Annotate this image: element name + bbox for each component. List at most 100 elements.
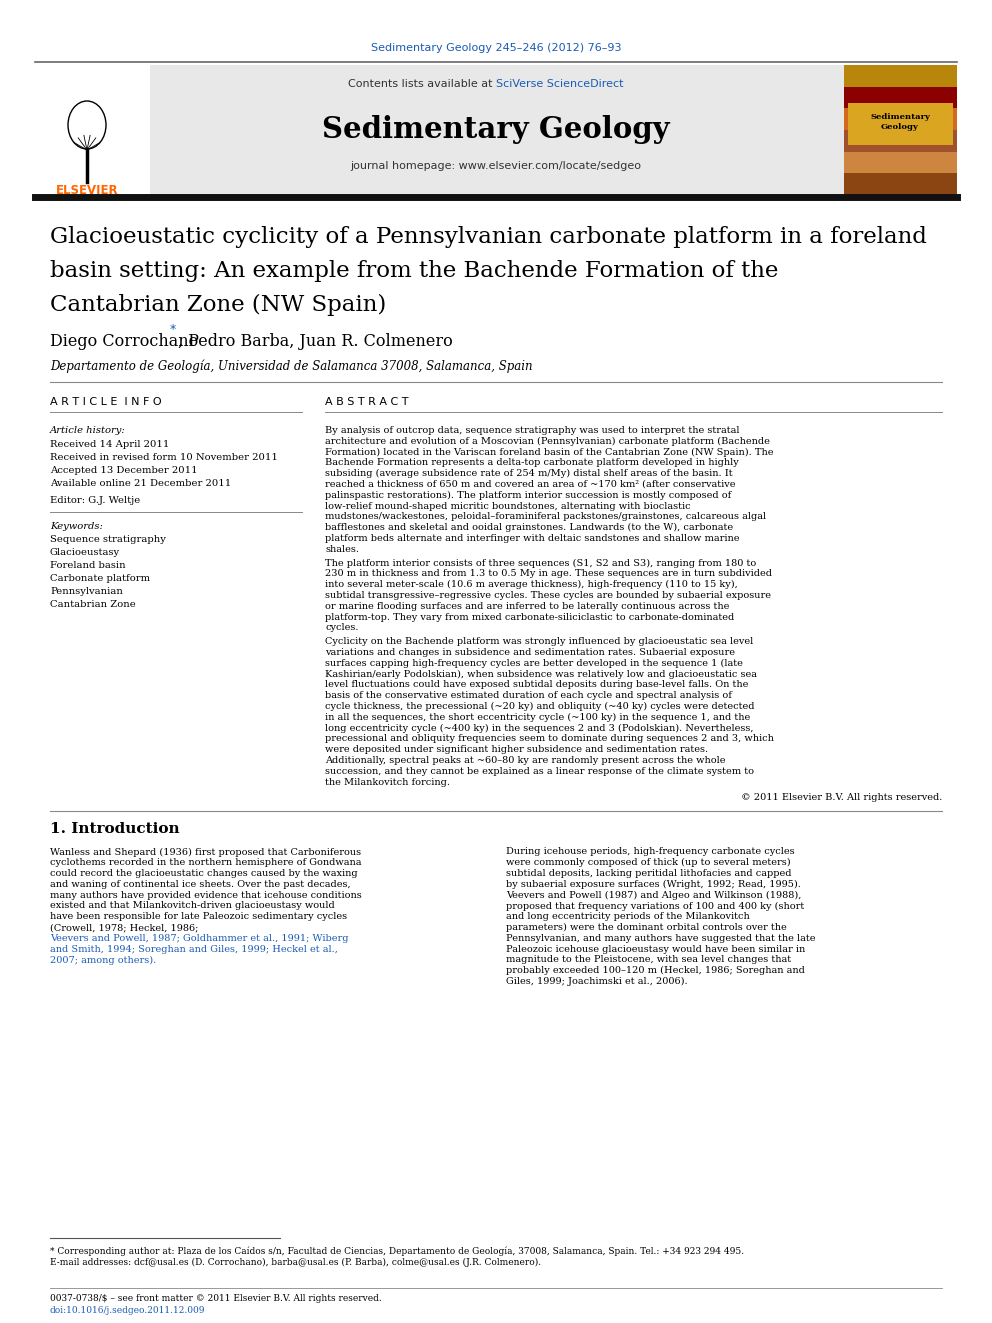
Text: into several meter-scale (10.6 m average thickness), high-frequency (110 to 15 k: into several meter-scale (10.6 m average… [325, 581, 738, 589]
Text: *: * [170, 323, 177, 336]
Text: and Smith, 1994; Soreghan and Giles, 1999; Heckel et al.,: and Smith, 1994; Soreghan and Giles, 199… [50, 945, 338, 954]
Text: Sedimentary
Geology: Sedimentary Geology [870, 114, 930, 131]
Text: Pennsylvanian: Pennsylvanian [50, 587, 123, 595]
Text: Cantabrian Zone (NW Spain): Cantabrian Zone (NW Spain) [50, 294, 386, 316]
Text: A R T I C L E  I N F O: A R T I C L E I N F O [50, 397, 162, 407]
Text: 2007; among others).: 2007; among others). [50, 955, 157, 964]
Text: Departamento de Geología, Universidad de Salamanca 37008, Salamanca, Spain: Departamento de Geología, Universidad de… [50, 360, 533, 373]
Text: Received in revised form 10 November 2011: Received in revised form 10 November 201… [50, 452, 278, 462]
Text: proposed that frequency variations of 100 and 400 ky (short: proposed that frequency variations of 10… [506, 901, 805, 910]
Text: architecture and evolution of a Moscovian (Pennsylvanian) carbonate platform (Ba: architecture and evolution of a Moscovia… [325, 437, 770, 446]
Text: Keywords:: Keywords: [50, 523, 103, 531]
FancyBboxPatch shape [844, 65, 957, 194]
Text: cycles.: cycles. [325, 623, 358, 632]
FancyBboxPatch shape [844, 108, 957, 130]
Text: Veevers and Powell (1987) and Algeo and Wilkinson (1988),: Veevers and Powell (1987) and Algeo and … [506, 890, 802, 900]
Text: (Crowell, 1978; Heckel, 1986;: (Crowell, 1978; Heckel, 1986; [50, 923, 198, 931]
Text: Kashirian/early Podolskian), when subsidence was relatively low and glacioeustat: Kashirian/early Podolskian), when subsid… [325, 669, 757, 679]
Text: in all the sequences, the short eccentricity cycle (~100 ky) in the sequence 1, : in all the sequences, the short eccentri… [325, 713, 750, 722]
Text: or marine flooding surfaces and are inferred to be laterally continuous across t: or marine flooding surfaces and are infe… [325, 602, 729, 611]
Text: Bachende Formation represents a delta-top carbonate platform developed in highly: Bachende Formation represents a delta-to… [325, 458, 739, 467]
FancyBboxPatch shape [848, 103, 953, 146]
Text: platform beds alternate and interfinger with deltaic sandstones and shallow mari: platform beds alternate and interfinger … [325, 534, 739, 542]
Text: palinspastic restorations). The platform interior succession is mostly composed : palinspastic restorations). The platform… [325, 491, 731, 500]
Text: cyclothems recorded in the northern hemisphere of Gondwana: cyclothems recorded in the northern hemi… [50, 859, 361, 867]
Text: Formation) located in the Variscan foreland basin of the Cantabrian Zone (NW Spa: Formation) located in the Variscan forel… [325, 447, 774, 456]
Text: Diego Corrochano: Diego Corrochano [50, 333, 203, 351]
Text: Editor: G.J. Weltje: Editor: G.J. Weltje [50, 496, 140, 505]
Text: basis of the conservative estimated duration of each cycle and spectral analysis: basis of the conservative estimated dura… [325, 691, 732, 700]
Text: low-relief mound-shaped micritic boundstones, alternating with bioclastic: low-relief mound-shaped micritic boundst… [325, 501, 690, 511]
Text: platform-top. They vary from mixed carbonate-siliciclastic to carbonate-dominate: platform-top. They vary from mixed carbo… [325, 613, 734, 622]
Text: 0037-0738/$ – see front matter © 2011 Elsevier B.V. All rights reserved.: 0037-0738/$ – see front matter © 2011 El… [50, 1294, 382, 1303]
Text: subtidal transgressive–regressive cycles. These cycles are bounded by subaerial : subtidal transgressive–regressive cycles… [325, 591, 771, 601]
Text: Cantabrian Zone: Cantabrian Zone [50, 601, 136, 609]
Text: journal homepage: www.elsevier.com/locate/sedgeo: journal homepage: www.elsevier.com/locat… [350, 161, 642, 171]
Text: Giles, 1999; Joachimski et al., 2006).: Giles, 1999; Joachimski et al., 2006). [506, 976, 687, 986]
Text: precessional and obliquity frequencies seem to dominate during sequences 2 and 3: precessional and obliquity frequencies s… [325, 734, 774, 744]
Text: Paleozoic icehouse glacioeustasy would have been similar in: Paleozoic icehouse glacioeustasy would h… [506, 945, 806, 954]
Text: level fluctuations could have exposed subtidal deposits during base-level falls.: level fluctuations could have exposed su… [325, 680, 748, 689]
Text: Foreland basin: Foreland basin [50, 561, 126, 570]
Text: parameters) were the dominant orbital controls over the: parameters) were the dominant orbital co… [506, 923, 787, 933]
FancyBboxPatch shape [844, 65, 957, 87]
Text: magnitude to the Pleistocene, with sea level changes that: magnitude to the Pleistocene, with sea l… [506, 955, 792, 964]
Text: succession, and they cannot be explained as a linear response of the climate sys: succession, and they cannot be explained… [325, 767, 754, 775]
Text: Additionally, spectral peaks at ~60–80 ky are randomly present across the whole: Additionally, spectral peaks at ~60–80 k… [325, 755, 725, 765]
Text: A B S T R A C T: A B S T R A C T [325, 397, 409, 407]
FancyBboxPatch shape [35, 65, 957, 194]
Text: ELSEVIER: ELSEVIER [56, 184, 118, 197]
Text: Article history:: Article history: [50, 426, 126, 435]
FancyBboxPatch shape [35, 65, 150, 194]
Text: subtidal deposits, lacking peritidal lithofacies and capped: subtidal deposits, lacking peritidal lit… [506, 869, 792, 878]
Text: bafflestones and skeletal and ooidal grainstones. Landwards (to the W), carbonat: bafflestones and skeletal and ooidal gra… [325, 523, 733, 532]
Text: shales.: shales. [325, 545, 359, 554]
Text: mudstones/wackestones, peloidal–foraminiferal packstones/grainstones, calcareous: mudstones/wackestones, peloidal–foramini… [325, 512, 766, 521]
Text: Sedimentary Geology: Sedimentary Geology [322, 115, 670, 144]
Text: basin setting: An example from the Bachende Formation of the: basin setting: An example from the Bache… [50, 261, 779, 282]
Text: the Milankovitch forcing.: the Milankovitch forcing. [325, 778, 450, 787]
Text: surfaces capping high-frequency cycles are better developed in the sequence 1 (l: surfaces capping high-frequency cycles a… [325, 659, 743, 668]
Text: could record the glacioeustatic changes caused by the waxing: could record the glacioeustatic changes … [50, 869, 358, 878]
Text: cycle thickness, the precessional (~20 ky) and obliquity (~40 ky) cycles were de: cycle thickness, the precessional (~20 k… [325, 703, 755, 712]
Text: Received 14 April 2011: Received 14 April 2011 [50, 441, 170, 448]
Text: Cyclicity on the Bachende platform was strongly influenced by glacioeustatic sea: Cyclicity on the Bachende platform was s… [325, 638, 753, 646]
Text: Accepted 13 December 2011: Accepted 13 December 2011 [50, 466, 197, 475]
Text: long eccentricity cycle (~400 ky) in the sequences 2 and 3 (Podolskian). Neverth: long eccentricity cycle (~400 ky) in the… [325, 724, 754, 733]
Text: existed and that Milankovitch-driven glacioeustasy would: existed and that Milankovitch-driven gla… [50, 901, 334, 910]
FancyBboxPatch shape [844, 152, 957, 173]
Text: Sedimentary Geology 245–246 (2012) 76–93: Sedimentary Geology 245–246 (2012) 76–93 [371, 44, 621, 53]
Text: and long eccentricity periods of the Milankovitch: and long eccentricity periods of the Mil… [506, 912, 750, 921]
Text: Glacioeustasy: Glacioeustasy [50, 548, 120, 557]
Text: were deposited under significant higher subsidence and sedimentation rates.: were deposited under significant higher … [325, 745, 708, 754]
Text: E-mail addresses: dcf@usal.es (D. Corrochano), barba@usal.es (P. Barba), colme@u: E-mail addresses: dcf@usal.es (D. Corroc… [50, 1258, 541, 1267]
Text: Glacioeustatic cyclicity of a Pennsylvanian carbonate platform in a foreland: Glacioeustatic cyclicity of a Pennsylvan… [50, 226, 927, 247]
Text: Veevers and Powell, 1987; Goldhammer et al., 1991; Wiberg: Veevers and Powell, 1987; Goldhammer et … [50, 934, 348, 943]
Text: doi:10.1016/j.sedgeo.2011.12.009: doi:10.1016/j.sedgeo.2011.12.009 [50, 1306, 205, 1315]
Text: subsiding (average subsidence rate of 254 m/My) distal shelf areas of the basin.: subsiding (average subsidence rate of 25… [325, 470, 733, 479]
Text: During icehouse periods, high-frequency carbonate cycles: During icehouse periods, high-frequency … [506, 848, 795, 856]
Text: and waning of continental ice sheets. Over the past decades,: and waning of continental ice sheets. Ov… [50, 880, 350, 889]
Text: were commonly composed of thick (up to several meters): were commonly composed of thick (up to s… [506, 859, 791, 868]
FancyBboxPatch shape [844, 87, 957, 108]
FancyBboxPatch shape [844, 173, 957, 194]
Text: 230 m in thickness and from 1.3 to 0.5 My in age. These sequences are in turn su: 230 m in thickness and from 1.3 to 0.5 M… [325, 569, 772, 578]
Text: many authors have provided evidence that icehouse conditions: many authors have provided evidence that… [50, 890, 362, 900]
Text: 1. Introduction: 1. Introduction [50, 823, 180, 836]
Text: probably exceeded 100–120 m (Heckel, 1986; Soreghan and: probably exceeded 100–120 m (Heckel, 198… [506, 966, 805, 975]
FancyBboxPatch shape [844, 130, 957, 152]
Text: have been responsible for late Paleozoic sedimentary cycles: have been responsible for late Paleozoic… [50, 912, 347, 921]
Text: Sequence stratigraphy: Sequence stratigraphy [50, 534, 166, 544]
Text: Contents lists available at: Contents lists available at [348, 79, 496, 89]
Text: reached a thickness of 650 m and covered an area of ~170 km² (after conservative: reached a thickness of 650 m and covered… [325, 480, 735, 490]
Text: Wanless and Shepard (1936) first proposed that Carboniferous: Wanless and Shepard (1936) first propose… [50, 848, 361, 856]
Text: by subaerial exposure surfaces (Wright, 1992; Read, 1995).: by subaerial exposure surfaces (Wright, … [506, 880, 801, 889]
Text: * Corresponding author at: Plaza de los Caídos s/n, Facultad de Ciencias, Depart: * Corresponding author at: Plaza de los … [50, 1246, 744, 1256]
Text: By analysis of outcrop data, sequence stratigraphy was used to interpret the str: By analysis of outcrop data, sequence st… [325, 426, 739, 435]
Text: SciVerse ScienceDirect: SciVerse ScienceDirect [496, 79, 624, 89]
Text: Carbonate platform: Carbonate platform [50, 574, 150, 583]
Text: Pennsylvanian, and many authors have suggested that the late: Pennsylvanian, and many authors have sug… [506, 934, 815, 943]
Text: variations and changes in subsidence and sedimentation rates. Subaerial exposure: variations and changes in subsidence and… [325, 648, 735, 658]
Text: Available online 21 December 2011: Available online 21 December 2011 [50, 479, 231, 488]
Text: , Pedro Barba, Juan R. Colmenero: , Pedro Barba, Juan R. Colmenero [178, 333, 452, 351]
